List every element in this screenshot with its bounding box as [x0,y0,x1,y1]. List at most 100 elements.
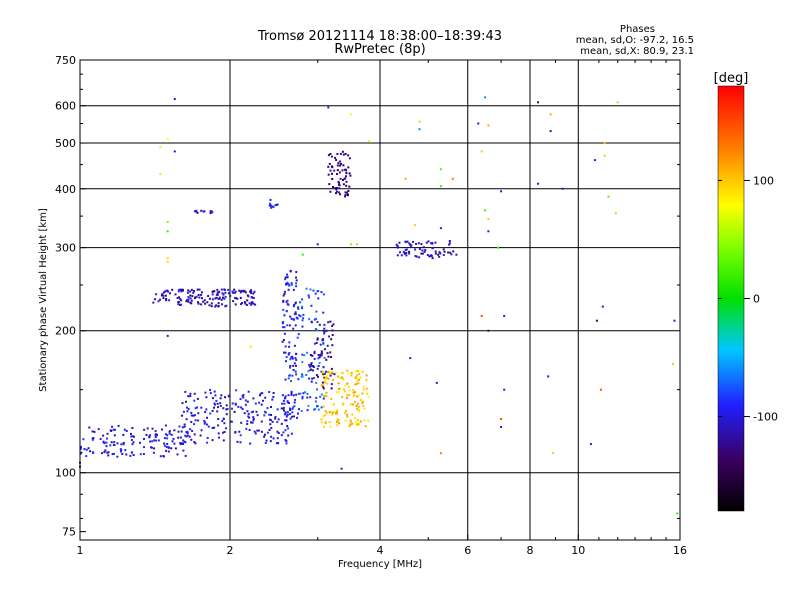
data-point [292,327,295,330]
data-point [178,425,181,428]
data-point [317,354,320,356]
data-point [357,423,360,426]
data-point [225,304,228,307]
data-point [283,314,286,317]
data-point [176,297,179,299]
data-point [313,350,316,353]
data-point [294,357,297,360]
data-point [293,344,296,347]
data-point [168,299,171,302]
data-point [289,413,291,415]
data-point [179,288,182,291]
data-point [334,187,337,190]
data-point [347,190,350,192]
data-point [283,290,286,293]
data-point [166,334,169,337]
data-point [305,287,308,290]
data-point [320,418,323,421]
data-point [347,166,350,169]
data-point [313,342,316,345]
data-point [422,246,425,249]
data-point [293,362,296,365]
data-point [349,403,352,406]
data-point [200,293,203,296]
data-point [206,441,209,444]
data-point [396,245,399,248]
data-point [263,435,266,438]
x-axis-label: Frequency [MHz] [338,559,422,570]
data-point [181,402,184,405]
data-point [274,204,277,207]
data-point [265,439,268,442]
data-point [287,303,290,306]
data-point [263,414,266,417]
data-point [320,393,323,396]
data-point [211,397,214,400]
data-point [243,289,246,292]
data-point [270,406,272,408]
data-point [218,436,220,439]
data-point [284,395,287,398]
data-point [284,438,287,441]
data-point [151,427,154,430]
data-point [421,252,424,255]
data-point [344,191,347,194]
data-point [424,249,427,252]
data-point [160,294,163,297]
data-point [186,406,188,409]
data-point [206,416,208,419]
data-point [221,292,224,295]
data-point [342,388,345,391]
data-point [294,302,297,305]
data-point [319,343,322,346]
data-point [213,290,216,293]
data-point [290,393,293,396]
data-point [93,430,96,433]
data-point [91,438,94,441]
data-point [286,276,289,279]
data-point [320,406,323,409]
data-point [193,399,196,402]
data-point [150,446,153,449]
data-point [276,430,279,433]
data-point [314,408,316,411]
data-point [238,289,241,292]
data-point [88,426,91,429]
data-point [324,381,327,384]
data-point [365,374,368,377]
data-point [297,378,300,381]
data-point [294,301,297,304]
data-point [200,303,203,306]
data-point [314,292,317,295]
data-point [275,203,278,206]
data-point [331,413,334,416]
data-point [162,455,165,458]
data-point [500,418,503,420]
data-point [312,289,315,292]
data-point [200,406,203,409]
data-point [161,293,164,295]
data-point [319,354,322,357]
data-point [484,96,487,99]
data-point [447,251,450,254]
data-point [285,415,288,418]
data-point [111,425,113,428]
data-point [239,434,242,437]
data-point [239,296,242,299]
data-point [288,352,291,355]
data-point [217,305,220,308]
data-point [329,320,332,323]
data-point [258,401,261,404]
data-point [246,420,249,423]
data-point [190,299,193,302]
data-point [154,439,157,442]
data-point [166,260,169,263]
data-point [196,211,199,214]
data-point [222,439,225,442]
data-point [215,296,218,299]
data-point [342,183,345,186]
data-point [252,296,255,299]
data-point [165,445,168,448]
data-point [256,414,259,417]
data-point [159,455,162,458]
